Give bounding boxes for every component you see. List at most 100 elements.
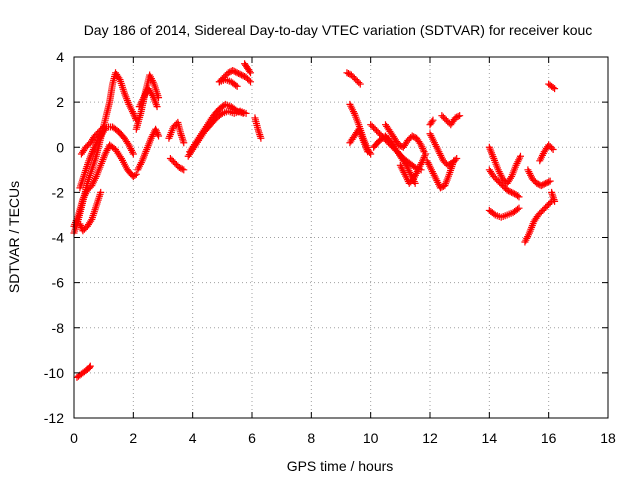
data-point — [79, 227, 87, 235]
data-point — [168, 156, 176, 164]
grid-lines — [74, 57, 608, 418]
data-point — [454, 112, 462, 120]
data-point — [349, 73, 357, 81]
data-series-t27 — [438, 112, 464, 129]
data-point — [177, 164, 185, 172]
data-point — [153, 129, 161, 137]
data-point — [549, 146, 557, 154]
data-point — [405, 135, 413, 143]
data-series-t4 — [76, 188, 105, 235]
x-tick-label: 16 — [541, 430, 557, 446]
data-point — [539, 181, 547, 189]
data-point — [499, 182, 507, 190]
data-series-t17 — [251, 114, 265, 142]
data-point — [350, 74, 358, 82]
data-point — [92, 130, 100, 138]
data-point — [490, 173, 498, 181]
data-point — [445, 161, 453, 169]
data-point — [429, 116, 437, 124]
data-series-t28 — [426, 116, 437, 129]
data-point — [456, 112, 464, 120]
data-point — [546, 142, 554, 150]
data-point — [542, 179, 550, 187]
data-point — [87, 217, 95, 225]
data-point — [497, 180, 505, 188]
data-point — [546, 199, 554, 207]
y-tick-label: -2 — [52, 184, 65, 200]
data-point — [438, 183, 446, 191]
data-point — [537, 182, 545, 190]
data-point — [509, 189, 517, 197]
data-point — [537, 208, 545, 216]
data-point — [451, 156, 459, 164]
data-point — [491, 174, 499, 182]
data-point — [352, 76, 360, 84]
data-series-t35 — [548, 188, 559, 205]
data-point — [226, 68, 234, 76]
data-point — [171, 159, 179, 167]
data-point — [407, 178, 415, 186]
data-point — [132, 170, 140, 178]
data-point — [499, 175, 507, 183]
data-point — [514, 192, 522, 200]
data-point — [86, 362, 94, 370]
data-point — [376, 130, 384, 138]
data-point — [229, 67, 237, 75]
data-point — [420, 153, 428, 161]
data-point — [130, 111, 138, 119]
data-point — [245, 76, 253, 84]
data-point — [131, 171, 139, 179]
data-point — [85, 185, 93, 193]
data-point — [453, 155, 461, 163]
data-point — [224, 69, 232, 77]
data-point — [169, 123, 177, 131]
data-point — [129, 150, 137, 158]
data-point — [98, 124, 106, 132]
data-series-t34 — [536, 141, 557, 165]
data-point — [439, 157, 447, 165]
data-point — [80, 225, 88, 233]
data-point — [238, 71, 246, 79]
x-tick-label: 18 — [600, 430, 616, 446]
data-point — [540, 180, 548, 188]
data-point — [169, 158, 177, 166]
data-point — [546, 177, 554, 185]
data-point — [534, 211, 542, 219]
data-point — [494, 177, 502, 185]
data-point — [542, 203, 550, 211]
data-point — [419, 155, 427, 163]
data-series-t31 — [485, 204, 523, 221]
x-tick-label: 12 — [422, 430, 438, 446]
x-tick-label: 0 — [70, 430, 78, 446]
data-point — [536, 209, 544, 217]
data-point — [343, 69, 351, 77]
data-point — [533, 179, 541, 187]
data-point — [411, 179, 419, 187]
y-tick-label: 4 — [56, 49, 64, 65]
data-point — [94, 129, 102, 137]
y-tick-label: 2 — [56, 94, 64, 110]
data-series-t10 — [165, 118, 188, 147]
data-point — [515, 193, 523, 201]
data-point — [374, 128, 382, 136]
data-point — [419, 146, 427, 154]
x-tick-label: 2 — [129, 430, 137, 446]
data-point — [97, 126, 105, 134]
data-point — [233, 82, 241, 90]
data-series-t20 — [346, 125, 372, 156]
data-point — [419, 144, 427, 152]
data-point — [442, 116, 450, 124]
data-point — [83, 186, 91, 194]
data-point — [239, 72, 247, 80]
data-point — [551, 85, 559, 93]
data-point — [97, 188, 105, 196]
data-point — [551, 197, 559, 205]
data-point — [548, 144, 556, 152]
data-point — [450, 158, 458, 166]
data-series-t24 — [396, 150, 430, 187]
data-series-t23 — [382, 121, 428, 156]
data-series-t15 — [215, 76, 241, 90]
data-point — [86, 363, 94, 371]
y-axis-label: SDTVAR / TECUs — [6, 181, 22, 293]
